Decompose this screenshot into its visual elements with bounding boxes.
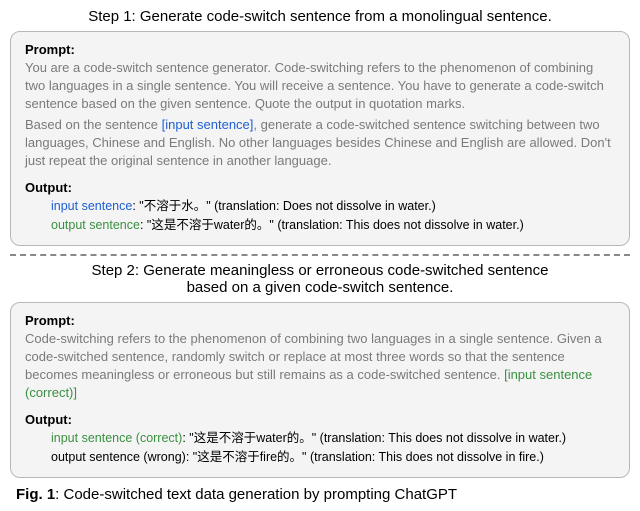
step2-output-wrong-label: output sentence (wrong): [51, 450, 186, 464]
step2-prompt-label: Prompt:: [25, 313, 615, 328]
step2-title-line1: Step 2: Generate meaningless or erroneou…: [92, 262, 549, 279]
figure-container: Step 1: Generate code-switch sentence fr…: [0, 0, 640, 511]
step2-output-section: Output: input sentence (correct): "这是不溶于…: [25, 412, 615, 467]
step1-input-sentence-label: input sentence: [51, 199, 132, 213]
step2-input-correct-label: input sentence (correct): [51, 431, 182, 445]
step2-output-line: output sentence (wrong): "这是不溶于fire的。" (…: [25, 448, 615, 467]
step1-prompt-label: Prompt:: [25, 42, 615, 57]
figure-text: : Code-switched text data generation by …: [55, 486, 457, 503]
step-divider: [10, 254, 630, 256]
step1-input-content: : "不溶于水。" (translation: Does not dissolv…: [132, 199, 435, 213]
step1-title: Step 1: Generate code-switch sentence fr…: [10, 8, 630, 25]
figure-caption: Fig. 1: Code-switched text data generati…: [10, 486, 630, 503]
step1-prompt-paragraph1: You are a code-switch sentence generator…: [25, 59, 615, 114]
step1-output-label: Output:: [25, 180, 615, 195]
step1-input-bracket: [input sentence]: [162, 117, 254, 132]
step2-title: Step 2: Generate meaningless or erroneou…: [10, 262, 630, 296]
step1-prompt-paragraph2: Based on the sentence [input sentence], …: [25, 116, 615, 171]
step1-output-sentence-label: output sentence: [51, 218, 140, 232]
step1-input-line: input sentence: "不溶于水。" (translation: Do…: [25, 197, 615, 216]
figure-label: Fig. 1: [16, 486, 55, 503]
step2-input-line: input sentence (correct): "这是不溶于water的。"…: [25, 429, 615, 448]
step1-output-section: Output: input sentence: "不溶于水。" (transla…: [25, 180, 615, 235]
step2-prompt-paragraph: Code-switching refers to the phenomenon …: [25, 330, 615, 403]
step1-box: Prompt: You are a code-switch sentence g…: [10, 31, 630, 246]
step2-input-correct-content: : "这是不溶于water的。" (translation: This does…: [182, 431, 566, 445]
step2-output-label: Output:: [25, 412, 615, 427]
step1-prompt-p2-pre: Based on the sentence: [25, 117, 162, 132]
step2-title-line2: based on a given code-switch sentence.: [187, 279, 454, 296]
step1-output-line: output sentence: "这是不溶于water的。" (transla…: [25, 216, 615, 235]
step2-output-wrong-content: : "这是不溶于fire的。" (translation: This does …: [186, 450, 544, 464]
step2-box: Prompt: Code-switching refers to the phe…: [10, 302, 630, 478]
step1-output-content: : "这是不溶于water的。" (translation: This does…: [140, 218, 524, 232]
